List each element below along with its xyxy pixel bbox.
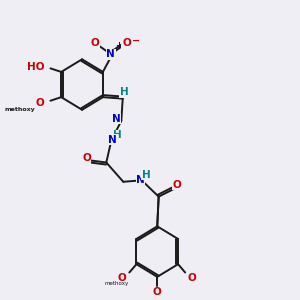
Text: −: −	[131, 35, 140, 45]
Text: O: O	[122, 38, 131, 48]
Text: O: O	[173, 180, 182, 190]
Text: O: O	[91, 38, 100, 48]
Text: O: O	[82, 153, 91, 163]
Text: N: N	[106, 49, 115, 59]
Text: H: H	[113, 130, 122, 140]
Text: +: +	[115, 41, 122, 50]
Text: N: N	[108, 135, 117, 145]
Text: methoxy: methoxy	[5, 107, 36, 112]
Text: O: O	[118, 274, 127, 284]
Text: O: O	[153, 287, 162, 297]
Text: O: O	[35, 98, 44, 107]
Text: O: O	[187, 274, 196, 284]
Text: N: N	[136, 175, 145, 185]
Text: HO: HO	[27, 61, 44, 72]
Text: H: H	[120, 87, 128, 97]
Text: methoxy: methoxy	[104, 281, 129, 286]
Text: H: H	[142, 170, 150, 180]
Text: N: N	[112, 113, 121, 124]
